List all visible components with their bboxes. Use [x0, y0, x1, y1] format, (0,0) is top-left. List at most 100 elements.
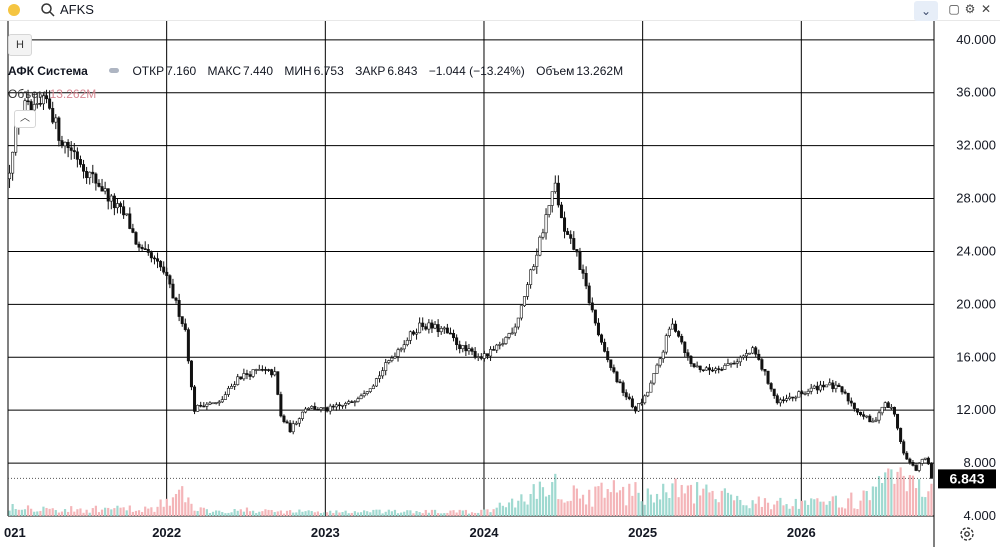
candle-body: [276, 371, 280, 395]
high-value: 7.440: [243, 64, 274, 78]
volume-bar: [659, 499, 662, 516]
volume-bar: [905, 491, 908, 516]
candle-body: [35, 103, 39, 105]
volume-bar: [264, 509, 267, 516]
candle-body: [689, 355, 693, 364]
volume-bar: [347, 513, 350, 516]
volume-bar: [470, 512, 474, 516]
volume-bar: [464, 509, 467, 516]
candle-body: [822, 384, 826, 388]
candle-body: [285, 421, 289, 424]
candle-body: [436, 324, 440, 333]
volume-bar: [171, 497, 175, 516]
symbol-input[interactable]: AFKS: [60, 2, 94, 17]
candle-body: [852, 402, 856, 409]
volume-bar: [683, 493, 686, 516]
candle-body: [772, 388, 776, 397]
collapse-legend-button[interactable]: ︿: [14, 110, 36, 128]
volume-bar: [48, 508, 51, 516]
candle-body: [405, 340, 409, 345]
volume-bar: [292, 512, 295, 516]
candle-body: [82, 164, 86, 172]
candle-body: [196, 404, 200, 412]
volume-bar: [174, 493, 178, 516]
volume-bar: [581, 494, 585, 516]
candle-body: [495, 344, 499, 351]
volume-bar: [720, 490, 723, 516]
volume-bar: [418, 512, 421, 516]
volume-bar: [662, 483, 665, 516]
candle-body: [94, 173, 98, 184]
volume-bar: [726, 492, 730, 516]
volume-bar: [316, 511, 319, 516]
search-icon[interactable]: [40, 2, 56, 18]
close-icon[interactable]: ✕: [980, 2, 992, 16]
volume-bar: [245, 507, 249, 516]
volume-bar: [153, 511, 156, 516]
candle-body: [590, 302, 594, 311]
candle-body: [359, 395, 363, 400]
candle-body: [106, 188, 110, 202]
candle-body: [569, 234, 573, 239]
candle-body: [923, 457, 927, 460]
candle-body: [455, 337, 459, 346]
candle-body: [754, 347, 758, 355]
volume-bar: [406, 510, 409, 516]
candle-body: [304, 408, 308, 413]
volume-bar: [134, 510, 138, 516]
volume-bar: [699, 495, 702, 516]
candle-body: [341, 404, 345, 407]
volume-bar: [529, 494, 532, 516]
candle-body: [661, 351, 665, 360]
candle-body: [717, 368, 721, 370]
high-label: МАКС: [207, 64, 242, 78]
price-axis[interactable]: 4.000 8.000 12.000 16.000 20.000 24.000 28.000…: [933, 20, 996, 547]
square-icon[interactable]: ▢: [948, 2, 960, 16]
candle-body: [415, 332, 419, 335]
candle-body: [485, 353, 489, 357]
candle-body: [8, 172, 12, 180]
volume-bar: [350, 512, 353, 516]
candle-body: [501, 343, 505, 345]
volume-bar: [239, 509, 242, 516]
candle-body: [464, 345, 468, 352]
candle-body: [785, 398, 789, 401]
candle-body: [479, 356, 483, 359]
volume-bar: [178, 489, 181, 516]
volume-bar: [810, 498, 813, 516]
volume-bar: [57, 512, 60, 516]
y-tick-label: 8.000: [963, 455, 996, 470]
volume-value: 13.262M: [576, 64, 624, 78]
volume-bar: [498, 502, 501, 516]
volume-bar: [94, 505, 97, 516]
candle-body: [242, 373, 246, 380]
volume-bar: [770, 509, 773, 516]
candle-body: [726, 363, 730, 366]
candle-body: [744, 353, 748, 357]
h-button[interactable]: H: [8, 34, 32, 56]
candle-body: [180, 316, 184, 325]
gear-icon[interactable]: ⚙: [964, 2, 976, 16]
candle-body: [205, 403, 209, 407]
collapse-button[interactable]: ⌄: [914, 1, 938, 21]
candle-body: [492, 349, 496, 351]
candle-body: [880, 406, 884, 414]
time-axis[interactable]: 021 2022 2023 2024 2025 2026: [4, 525, 816, 540]
candle-body: [926, 457, 930, 465]
visibility-toggle-icon[interactable]: [109, 68, 120, 74]
settings-icon[interactable]: [958, 525, 976, 543]
candle-body: [254, 369, 258, 371]
candle-body: [45, 95, 49, 100]
y-tick-label: 32.000: [956, 138, 996, 153]
candle-body: [63, 141, 67, 147]
volume-bar: [289, 510, 292, 516]
candle-body: [310, 406, 314, 409]
candle-body: [612, 367, 616, 373]
candle-body: [48, 98, 52, 109]
volume-bar: [844, 508, 847, 516]
candle-body: [766, 370, 770, 384]
candle-body: [433, 324, 437, 329]
candle-body: [686, 352, 690, 357]
volume-bar: [884, 472, 887, 516]
